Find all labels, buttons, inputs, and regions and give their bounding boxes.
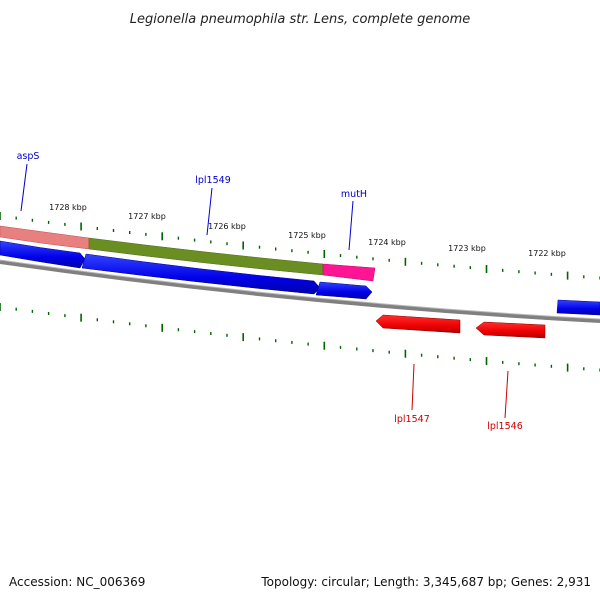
ruler-label-1727: 1727 kbp	[128, 212, 166, 221]
accession-text: Accession: NC_006369	[9, 575, 145, 589]
label-lpl1546[interactable]: lpl1546	[487, 421, 523, 432]
ruler-label-1724: 1724 kbp	[368, 238, 406, 247]
cds-forward-1[interactable]	[0, 240, 86, 269]
genome-summary-text: Topology: circular; Length: 3,345,687 bp…	[260, 575, 591, 589]
gene-lpl1547[interactable]	[375, 314, 461, 334]
map-title: Legionella pneumophila str. Lens, comple…	[130, 12, 471, 27]
ruler-label-1728: 1728 kbp	[49, 203, 87, 212]
outer-ruler-ticks	[0, 212, 600, 280]
inner-ruler-ticks	[0, 303, 600, 372]
ruler-label-1726: 1726 kbp	[208, 222, 246, 231]
label-mutH[interactable]: mutH	[341, 189, 367, 200]
label-leaders	[20, 163, 509, 419]
label-aspS[interactable]: aspS	[17, 151, 40, 162]
reverse-cds-track	[375, 314, 546, 339]
genome-backbone	[0, 260, 600, 323]
leader-lpl1547	[411, 363, 415, 411]
forward-cds-track	[0, 240, 600, 316]
cds-forward-4[interactable]	[556, 299, 600, 316]
leader-lpl1549	[206, 187, 213, 236]
backbone-highlight	[0, 259, 600, 320]
label-lpl1547[interactable]: lpl1547	[394, 414, 430, 425]
cds-forward-3[interactable]	[315, 281, 373, 300]
gene-lpl1546[interactable]	[475, 321, 546, 339]
ruler-label-1722: 1722 kbp	[528, 249, 566, 258]
leader-mutH	[348, 200, 354, 251]
label-lpl1549[interactable]: lpl1549	[195, 175, 231, 186]
leader-lpl1546	[504, 370, 509, 419]
ruler-label-1725: 1725 kbp	[288, 231, 326, 240]
ruler-label-1723: 1723 kbp	[448, 244, 486, 253]
gene-mutH[interactable]	[322, 263, 376, 282]
leader-aspS	[20, 163, 28, 212]
forward-gene-track	[0, 225, 376, 282]
